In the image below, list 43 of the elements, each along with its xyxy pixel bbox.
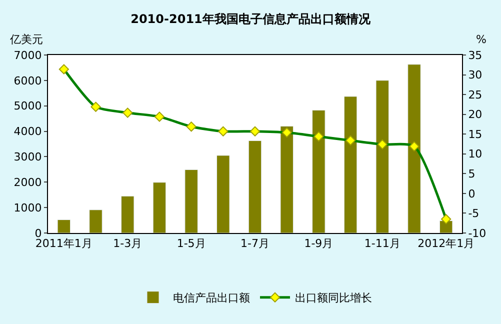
y-tick-label: 6000: [14, 74, 42, 88]
bar: [248, 140, 262, 233]
y-tick-label: 2000: [14, 176, 42, 189]
bar: [376, 80, 389, 233]
bar: [152, 182, 166, 233]
bar: [344, 96, 358, 233]
x-tick-label: 1-11月: [364, 237, 400, 250]
y2-tick-label: 30: [468, 68, 482, 82]
legend-label: 出口额同比增长: [295, 292, 372, 305]
y2-tick-label: -10: [468, 226, 486, 240]
y2-tick-label: 35: [468, 48, 482, 62]
x-tick-label: 2011年1月: [35, 237, 92, 250]
y-tick-label: 4000: [14, 125, 42, 138]
bar: [89, 210, 102, 233]
x-tick-label: 2012年1月: [418, 237, 475, 250]
y-tick-label: 7000: [14, 48, 42, 62]
y2-tick-label: 0: [468, 187, 476, 200]
bar: [121, 196, 134, 233]
bar: [280, 126, 294, 233]
y2-tick-label: 15: [468, 128, 482, 141]
y2-tick-label: 5: [468, 168, 476, 181]
y-tick-label: 1000: [14, 201, 42, 214]
y-tick-label: 0: [34, 226, 42, 240]
y2-tick-label: -5: [468, 207, 480, 220]
bar: [312, 110, 326, 233]
y2-tick-label: 10: [468, 148, 482, 161]
y2-axis-title: %: [476, 33, 486, 46]
legend-label: 电信产品出口额: [173, 292, 250, 305]
y-tick-label: 3000: [14, 150, 42, 164]
x-tick-label: 1-3月: [113, 237, 142, 250]
y-tick-label: 5000: [14, 100, 42, 113]
y2-tick-label: 25: [468, 88, 482, 102]
bar: [216, 155, 230, 233]
x-tick-label: 1-9月: [304, 237, 334, 250]
bar: [57, 220, 71, 233]
chart-title: 2010-2011年我国电子信息产品出口额情况: [130, 12, 372, 26]
y2-tick-label: 20: [468, 108, 482, 122]
bar: [439, 220, 453, 233]
bar: [408, 64, 421, 233]
x-tick-label: 1-7月: [240, 237, 270, 250]
x-tick-label: 1-5月: [176, 237, 206, 250]
y-axis-title: 亿美元: [9, 33, 43, 46]
bar: [184, 169, 198, 233]
